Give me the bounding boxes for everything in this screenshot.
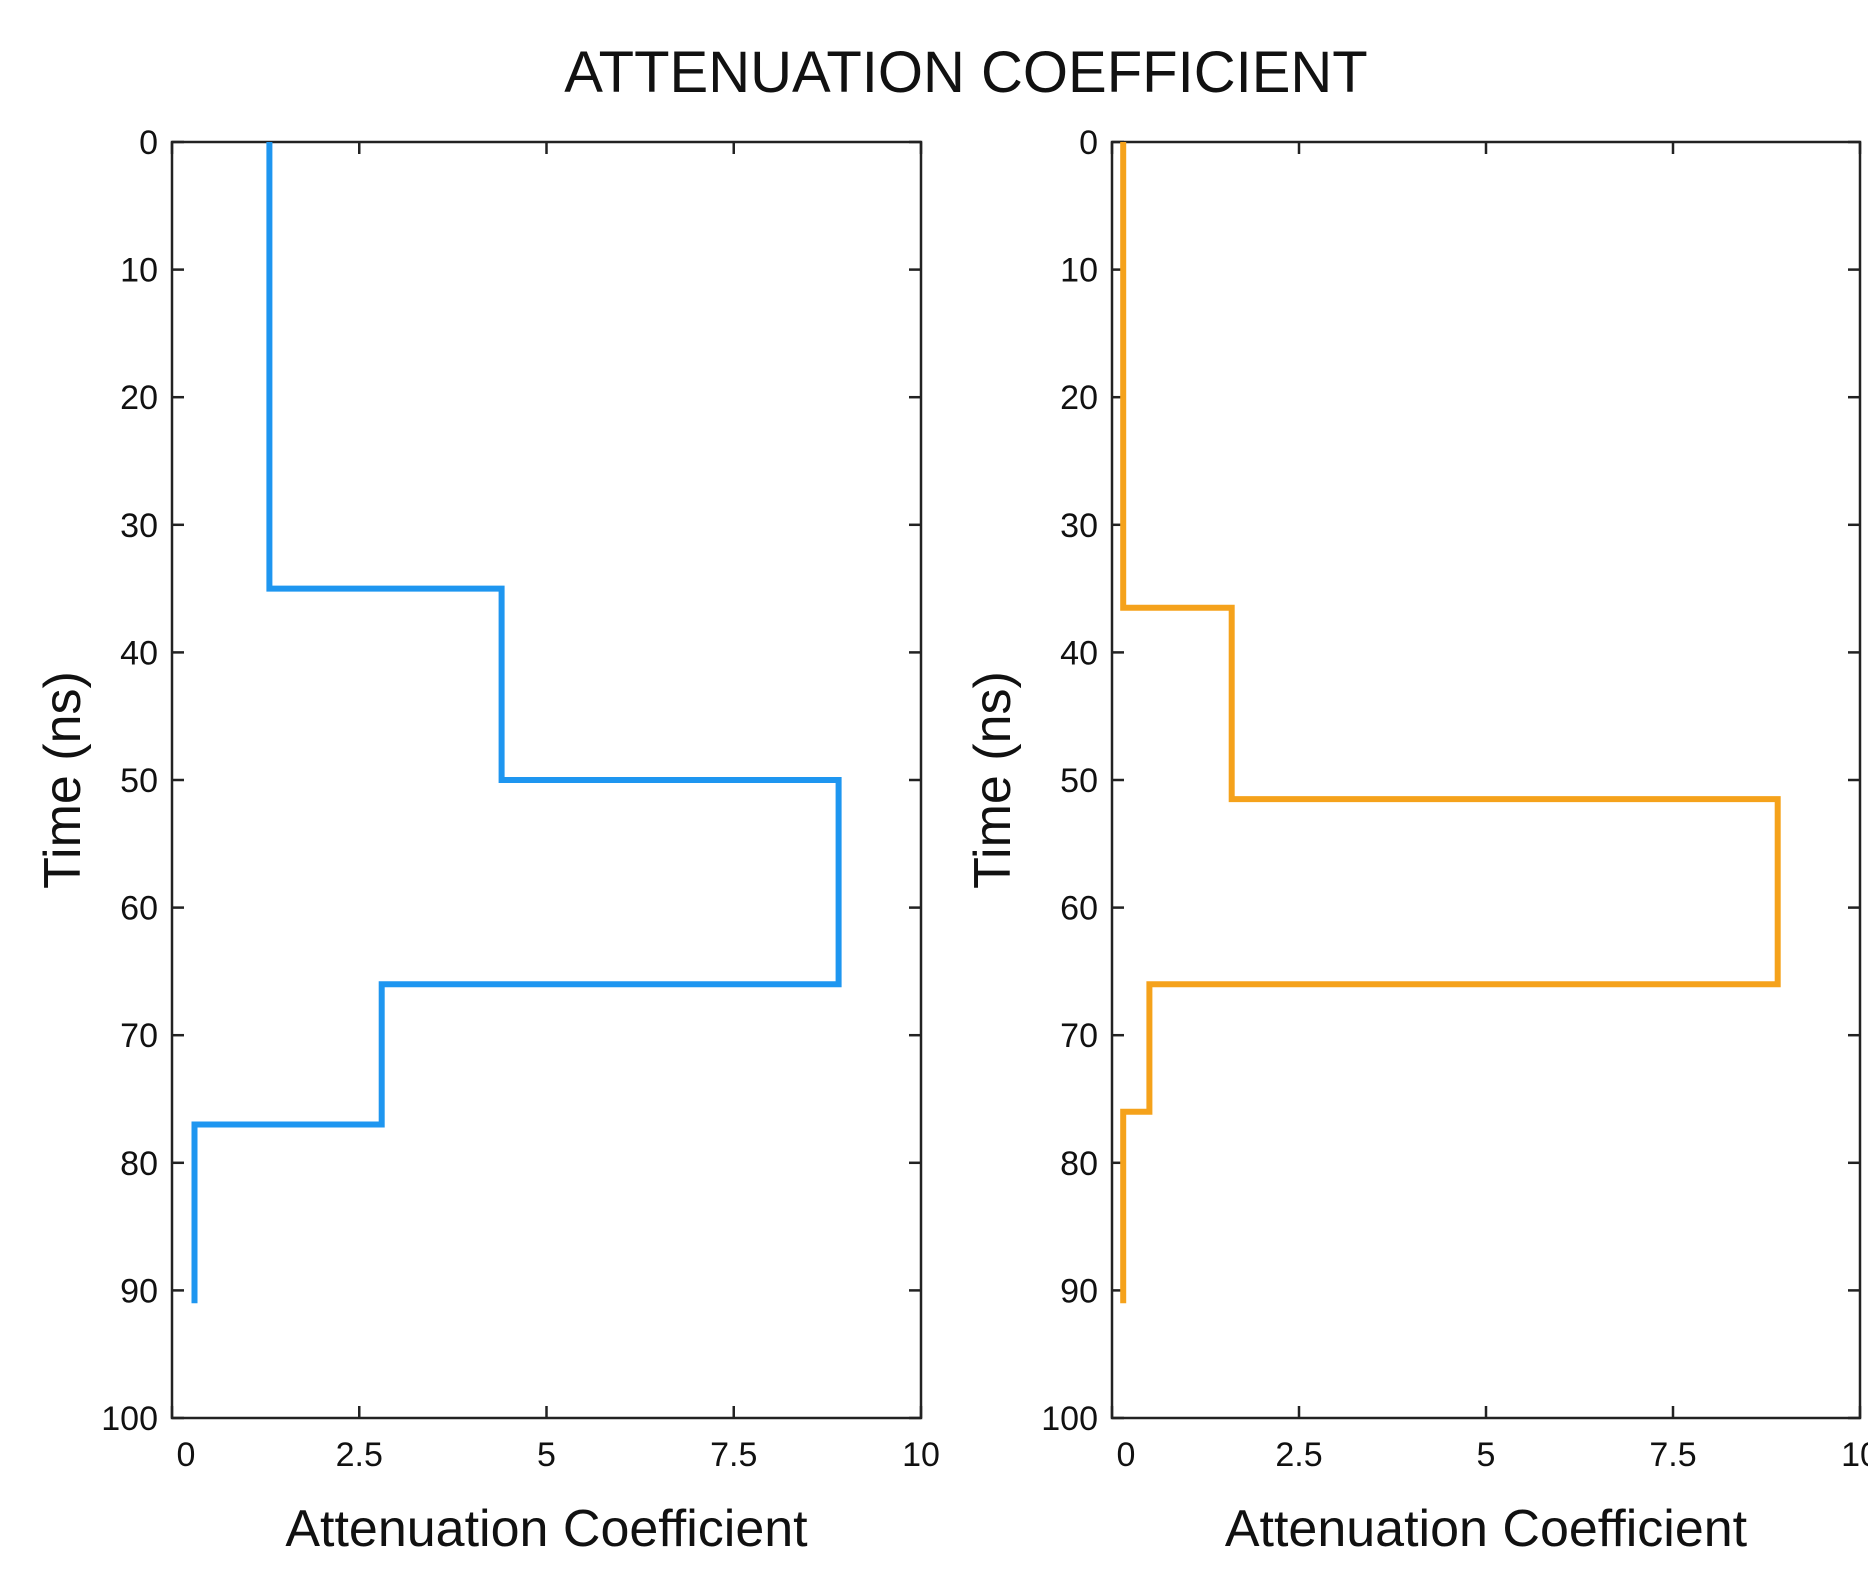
y-tick-label: 50 [1060,762,1098,800]
y-tick-label: 0 [139,124,158,162]
chart-right: 0 10 20 30 40 50 60 70 80 90 100 0 2.5 5 7.5 10 Attenuat… [964,124,1868,1558]
y-tick-label: 100 [1041,1400,1098,1438]
y-tick-label: 90 [1060,1272,1098,1310]
y-tick-label: 0 [1079,124,1098,162]
figure-title: ATTENUATION COEFFICIENT [564,40,1367,105]
x-tick-label: 0 [177,1436,196,1474]
y-tick-label: 10 [120,252,158,290]
y-tick-label: 60 [120,890,158,928]
series-line-profile-right [1120,142,1781,1304]
x-axis-title: Attenuation Coefficient [285,1500,808,1558]
y-tick-label: 40 [1060,634,1098,672]
y-tick-label: 20 [120,379,158,417]
x-axis-title: Attenuation Coefficient [1225,1500,1748,1558]
y-tick-label: 70 [120,1017,158,1055]
plot-frame [1110,140,1862,1420]
x-tick-label: 7.5 [710,1436,757,1474]
y-tick-label: 60 [1060,890,1098,928]
x-tick-label: 0 [1117,1436,1136,1474]
y-axis-title: Time (ns) [34,671,92,889]
y-tick-label: 20 [1060,379,1098,417]
x-tick-label: 5 [1477,1436,1496,1474]
y-tick-label: 40 [120,634,158,672]
x-tick-label: 2.5 [336,1436,383,1474]
x-tick-label: 2.5 [1275,1436,1322,1474]
x-tick-label: 10 [1841,1436,1868,1474]
y-tick-label: 30 [1060,507,1098,545]
series-line-profile-left [191,142,842,1304]
x-tick-label: 7.5 [1649,1436,1696,1474]
y-tick-label: 30 [120,507,158,545]
y-axis-title: Time (ns) [964,671,1022,889]
y-tick-label: 70 [1060,1017,1098,1055]
y-tick-label: 100 [101,1400,158,1438]
y-tick-label: 90 [120,1272,158,1310]
y-tick-label: 80 [120,1145,158,1183]
y-tick-label: 80 [1060,1145,1098,1183]
x-tick-label: 5 [537,1436,556,1474]
chart-left: 0 10 20 30 40 50 60 70 80 90 100 0 2.5 5 7.5 10 Attenuat… [34,124,940,1558]
y-tick-label: 50 [120,762,158,800]
y-tick-label: 10 [1060,252,1098,290]
x-tick-label: 10 [902,1436,940,1474]
